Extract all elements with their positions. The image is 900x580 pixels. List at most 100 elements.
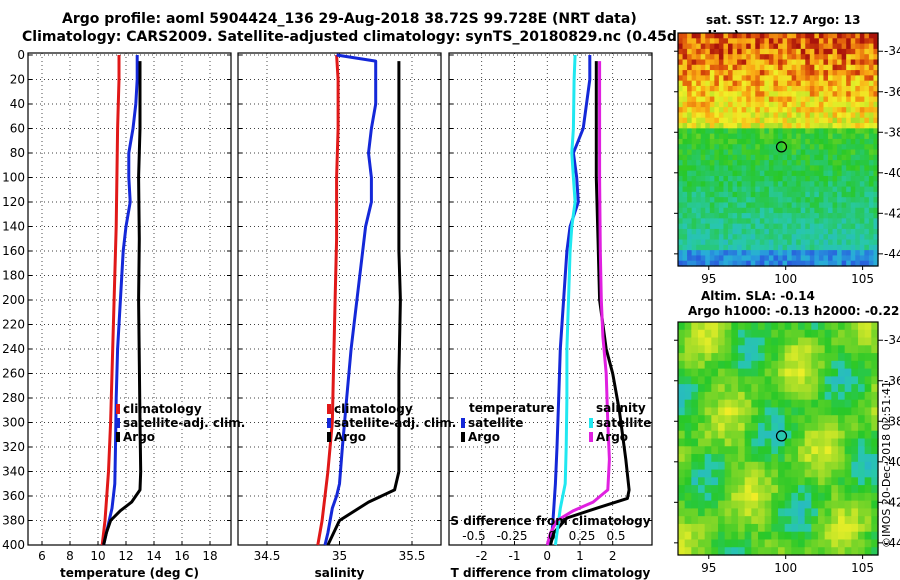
sst-map-cell xyxy=(809,43,815,50)
sst-map-cell xyxy=(818,250,825,257)
sla-map-cell xyxy=(784,407,792,416)
sla-map-cell xyxy=(838,399,846,409)
sst-map-cell xyxy=(696,186,702,193)
sla-map-cell xyxy=(871,360,879,370)
sst-map-cell xyxy=(841,96,847,103)
sst-map-cell xyxy=(691,186,697,193)
sla-map-cell xyxy=(704,368,712,377)
sst-map-cell xyxy=(718,144,725,151)
sst-map-cell xyxy=(696,160,702,166)
sst-map-cell xyxy=(728,123,734,129)
sla-map-cell xyxy=(711,500,719,509)
sla-map-cell xyxy=(824,422,832,432)
sst-map-cell xyxy=(814,191,820,198)
sla-map-cell xyxy=(751,422,759,432)
sla-map-cell xyxy=(758,422,766,432)
sla-map-cell xyxy=(698,329,706,339)
sst-map-cell xyxy=(718,260,725,267)
sst-map-cell xyxy=(805,239,811,246)
sst-map-cell xyxy=(682,223,688,230)
sst-map-cell xyxy=(814,117,820,124)
sla-map-cell xyxy=(771,415,779,424)
sst-map-cell xyxy=(709,48,715,55)
sla-map-cell xyxy=(724,531,732,541)
sst-map-cell xyxy=(764,75,770,82)
sla-map-cell xyxy=(711,454,719,463)
sst-map-cell xyxy=(696,207,702,214)
sst-map-cell xyxy=(746,33,752,39)
sst-map-cell xyxy=(687,80,693,87)
sst-map-cell xyxy=(759,191,765,198)
sla-map-cell xyxy=(764,438,772,447)
sla-map-cell xyxy=(771,469,779,478)
sst-map-cell xyxy=(850,154,856,161)
sst-map-cell xyxy=(750,202,756,209)
sst-map-cell xyxy=(809,59,815,66)
sst-map-cell xyxy=(828,80,834,87)
sla-map-cell xyxy=(724,539,732,548)
sst-map-cell xyxy=(696,144,702,151)
sst-map-cell xyxy=(868,160,875,166)
sst-map-cell xyxy=(850,38,856,45)
sla-map-cell xyxy=(844,508,852,517)
sst-map-cell xyxy=(791,250,797,257)
sst-map-cell xyxy=(755,218,761,225)
sst-map-cell xyxy=(850,107,856,114)
sst-map-cell xyxy=(682,197,688,204)
sla-map-cell xyxy=(764,469,772,478)
sst-map-cell xyxy=(691,260,697,267)
sst-map-cell xyxy=(868,117,875,124)
sst-map-cell xyxy=(687,260,693,267)
sla-map-cell xyxy=(844,477,852,486)
sst-map-cell xyxy=(741,170,747,177)
sla-map-cell xyxy=(818,461,826,471)
sst-map-cell xyxy=(682,101,688,108)
sst-map-cell xyxy=(773,38,779,45)
sst-map-cell xyxy=(718,80,725,87)
sst-map-cell xyxy=(732,223,738,230)
sst-map-cell xyxy=(837,70,843,76)
sst-map-cell xyxy=(755,228,761,235)
sst-map-cell xyxy=(800,112,806,119)
sst-map-cell xyxy=(687,181,693,188)
sst-map-cell xyxy=(764,128,770,135)
sst-map-cell xyxy=(696,218,702,225)
sst-map-cell xyxy=(805,112,811,119)
sla-map-cell xyxy=(751,539,759,548)
sst-map-cell xyxy=(782,117,788,124)
sla-map-cell xyxy=(764,477,772,486)
sst-map-cell xyxy=(864,207,870,214)
sst-map-cell xyxy=(746,181,752,188)
sst-map-cell xyxy=(678,149,684,156)
sst-map-cell xyxy=(859,154,865,161)
sla-map-cell xyxy=(858,438,866,447)
sla-map-cell xyxy=(791,485,799,494)
sst-map-cell xyxy=(864,123,870,129)
sst-map-cell xyxy=(723,228,729,235)
sst-map-cell xyxy=(818,38,825,45)
sla-map-cell xyxy=(791,353,799,362)
sst-map-cell xyxy=(841,165,847,172)
sst-map-cell xyxy=(864,218,870,225)
sst-map-cell xyxy=(832,48,838,55)
sla-map-cell xyxy=(818,422,826,432)
sst-map-cell xyxy=(750,101,756,108)
sst-map-cell xyxy=(855,213,861,219)
sst-map-cell xyxy=(759,91,765,98)
sst-map-cell xyxy=(868,70,875,76)
sst-map-cell xyxy=(841,54,847,61)
sla-map-cell xyxy=(838,492,846,502)
sla-map-cell xyxy=(778,454,786,463)
sst-map-cell xyxy=(864,181,870,188)
sst-map-cell xyxy=(868,260,875,267)
sst-map-cell xyxy=(728,75,734,82)
sla-map-cell xyxy=(731,322,739,331)
sst-map-cell xyxy=(714,123,720,129)
sla-map-cell xyxy=(771,438,779,447)
sst-map-cell xyxy=(818,101,825,108)
sst-map-cell xyxy=(700,117,706,124)
sst-map-cell xyxy=(782,170,788,177)
sla-map-cell xyxy=(751,547,759,556)
sla-map-cell xyxy=(858,454,866,463)
sst-map-cell xyxy=(746,191,752,198)
